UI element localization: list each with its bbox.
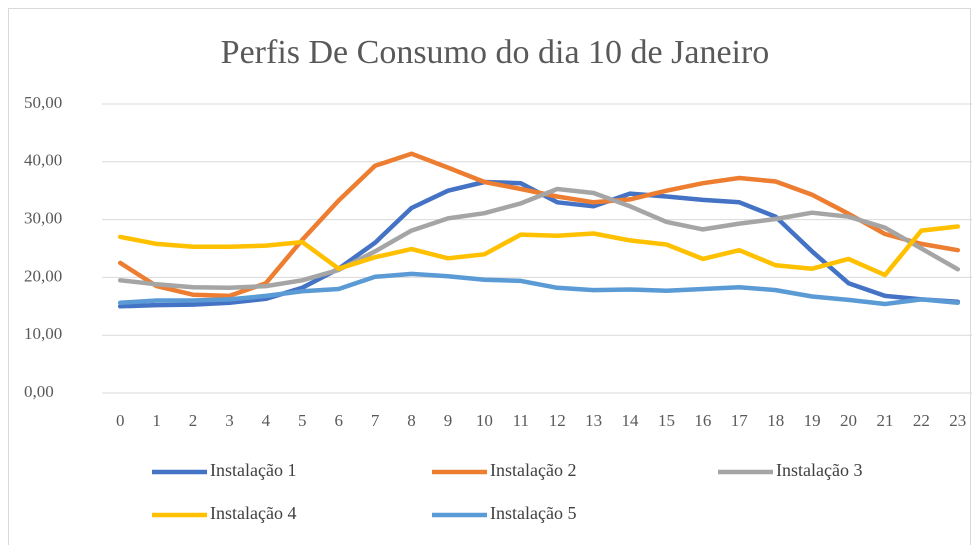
x-tick-label: 16 — [694, 411, 711, 430]
x-tick-label: 21 — [876, 411, 893, 430]
x-tick-label: 13 — [585, 411, 602, 430]
x-tick-label: 5 — [298, 411, 307, 430]
x-tick-label: 20 — [840, 411, 857, 430]
x-tick-label: 22 — [913, 411, 930, 430]
x-tick-label: 17 — [731, 411, 749, 430]
legend-label: Instalação 2 — [490, 460, 576, 480]
x-tick-label: 23 — [949, 411, 966, 430]
x-tick-label: 7 — [371, 411, 380, 430]
y-tick-label: 50,00 — [24, 93, 62, 112]
x-tick-label: 3 — [225, 411, 234, 430]
x-tick-label: 0 — [116, 411, 125, 430]
y-tick-label: 30,00 — [24, 209, 62, 228]
series-line — [117, 151, 961, 299]
x-tick-label: 18 — [767, 411, 784, 430]
y-tick-label: 0,00 — [24, 382, 54, 401]
x-tick-label: 6 — [334, 411, 343, 430]
x-tick-label: 4 — [262, 411, 271, 430]
y-tick-label: 20,00 — [24, 266, 62, 285]
series-line — [117, 224, 961, 278]
legend-label: Instalação 1 — [210, 460, 296, 480]
x-tick-label: 15 — [658, 411, 675, 430]
x-tick-label: 9 — [444, 411, 453, 430]
y-tick-label: 40,00 — [24, 151, 62, 170]
x-tick-label: 14 — [622, 411, 640, 430]
x-tick-label: 11 — [513, 411, 529, 430]
x-tick-label: 1 — [152, 411, 161, 430]
y-tick-label: 10,00 — [24, 324, 62, 343]
x-tick-label: 2 — [189, 411, 198, 430]
series-line — [117, 186, 961, 291]
chart-frame — [8, 8, 971, 545]
x-tick-label: 10 — [476, 411, 493, 430]
legend-label: Instalação 3 — [776, 460, 862, 480]
x-tick-label: 12 — [549, 411, 566, 430]
x-tick-label: 8 — [407, 411, 416, 430]
x-tick-label: 19 — [804, 411, 821, 430]
legend-label: Instalação 5 — [490, 503, 576, 523]
legend-label: Instalação 4 — [210, 503, 296, 523]
series-line — [117, 271, 961, 307]
chart-title: Perfis De Consumo do dia 10 de Janeiro — [221, 34, 770, 71]
